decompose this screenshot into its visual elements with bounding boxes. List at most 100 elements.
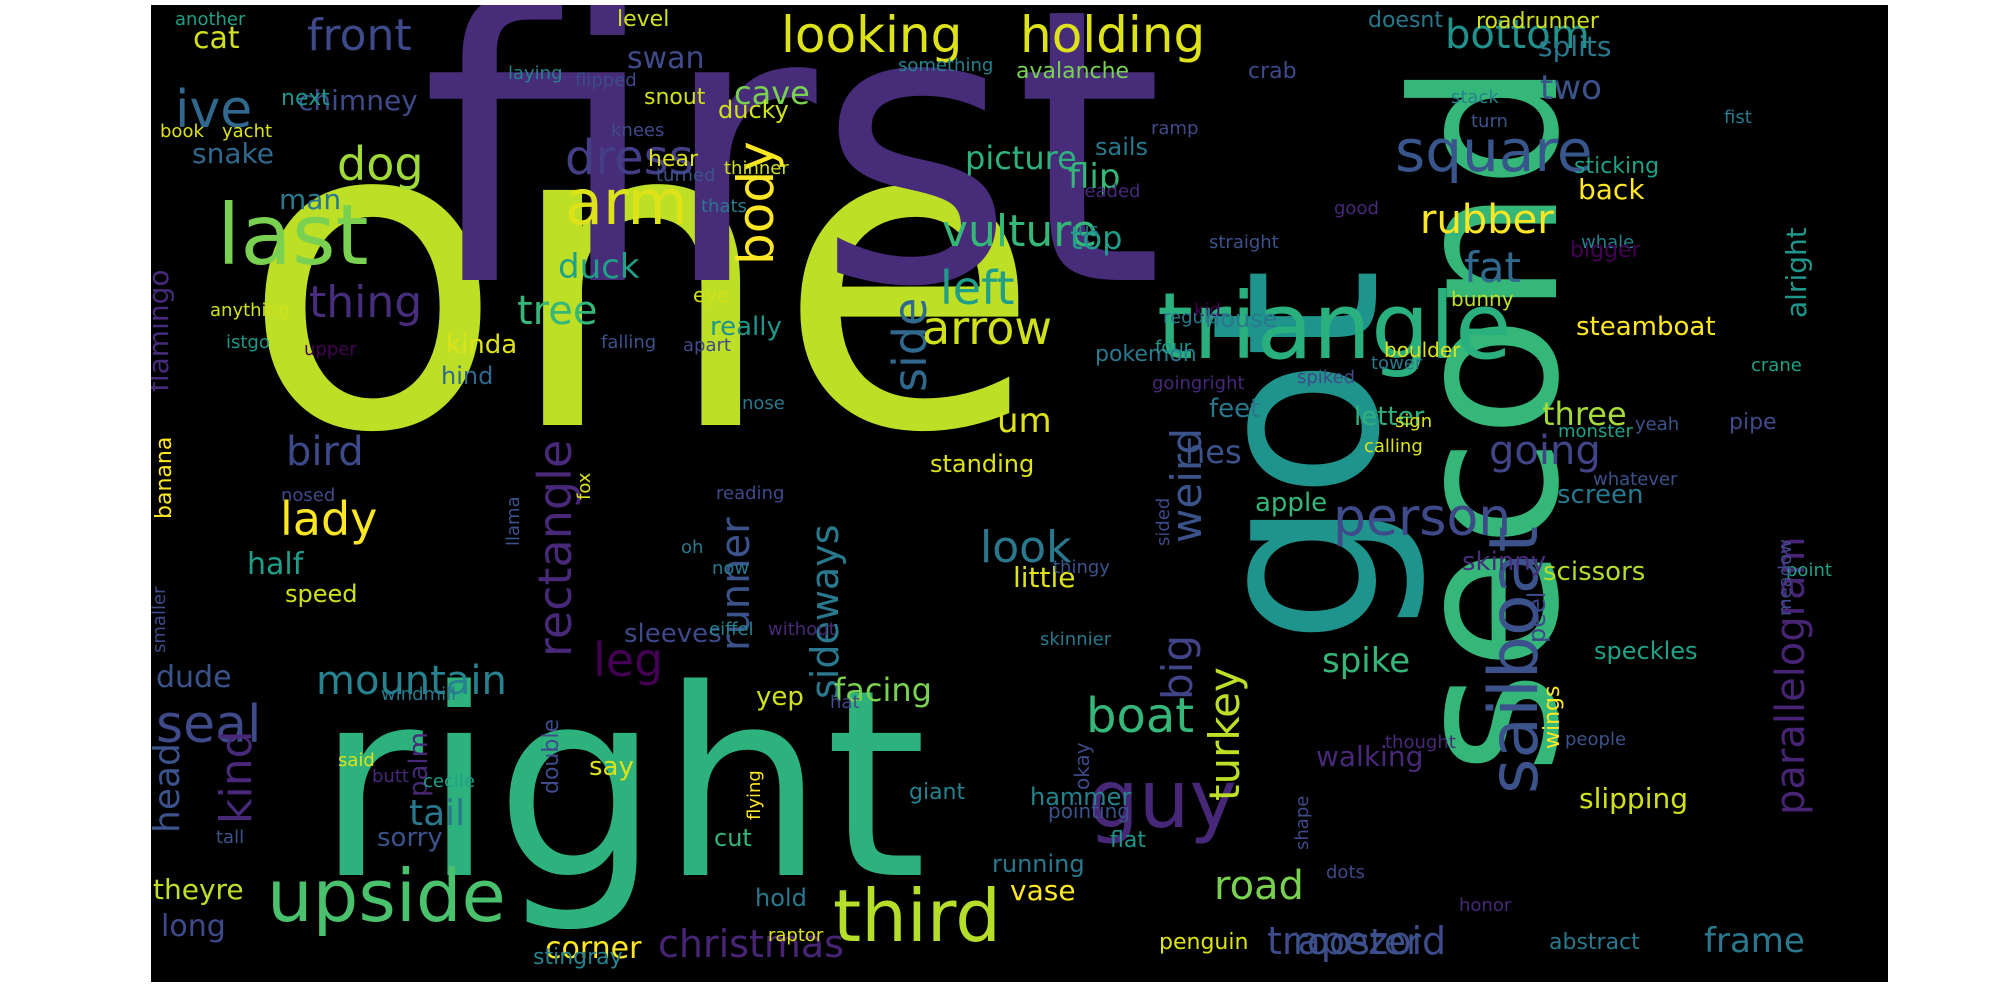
word: um [997,401,1052,441]
word: tower [1371,353,1423,374]
word: one [241,27,1041,527]
word: dots [1326,862,1365,883]
word: second [1371,62,1604,775]
word: triangle [1157,273,1512,380]
word: palm [404,732,434,797]
word: thing [309,277,422,328]
word: apart [683,335,731,356]
word: hes [1185,433,1242,471]
word: people [1565,729,1626,750]
word: flat [1110,828,1146,853]
word: sailboat [1475,526,1554,794]
word: ive [175,80,252,140]
word: book [160,121,204,142]
word: hold [755,884,807,912]
word: holding [1020,6,1205,64]
word: sign [1395,411,1432,432]
word: good [1334,198,1379,219]
word: vase [1010,874,1076,907]
word: regular [1163,307,1228,328]
word: windmill [381,684,456,705]
word: going [1489,428,1601,474]
word: big [1153,635,1202,700]
word: square [1395,117,1593,185]
word: roadrunner [1476,9,1600,34]
word: apple [1255,488,1327,518]
word: mountain [316,658,507,704]
word: kid [1194,300,1221,321]
word: pokemon [1095,342,1197,367]
word: right [316,635,927,937]
word: kind [211,730,262,824]
word: bunny [1451,287,1514,311]
word: facing [834,671,932,709]
word: trapezoid [1267,919,1446,963]
word: kinda [446,330,517,360]
word: fat [1464,243,1521,292]
word: walking [1316,740,1423,773]
word: meadow [1775,539,1796,616]
word: yeah [1635,414,1679,435]
word: doesnt [1368,8,1443,33]
word: giant [909,780,966,805]
word: frame [1704,921,1805,961]
word: runner [713,517,759,651]
word: standing [930,450,1034,478]
word: bigger [1570,238,1642,263]
word: cat [193,21,240,56]
word: half [247,547,305,582]
word: crane [1751,355,1802,376]
word: little [1013,561,1076,594]
word: cave [734,74,810,112]
word: two [1540,68,1602,108]
word: fist [1724,107,1752,128]
word: crab [1248,59,1297,84]
word: thinner [724,158,789,179]
word: sleeves [624,619,722,649]
word: eye [693,283,729,307]
word: straight [1209,232,1279,253]
word: snout [644,85,706,110]
word: guy [1088,753,1237,846]
word: falling [601,332,656,353]
word: sorry [377,823,443,853]
word: christmas [658,922,844,966]
word: anything [210,300,289,321]
word: three [1542,395,1627,433]
word: thought [1385,732,1456,753]
word: lady [280,492,377,546]
word: penguin [1159,930,1248,955]
word: stack [1451,87,1499,108]
word: stingray [533,945,623,970]
word: screen [1557,480,1643,510]
word: theyre [153,873,244,906]
word: first [421,5,1164,370]
word: weird [1162,428,1211,543]
word: ramp [1151,118,1198,139]
word: side [883,298,937,392]
word: speed [285,580,358,608]
word: nose [742,393,785,414]
word-cloud-panel: one first right second got triangle last upside… [151,5,1888,982]
word: arm [565,166,688,239]
word: next [281,86,330,111]
word: something [898,55,993,76]
word: abstract [1549,930,1640,955]
word: hat [830,692,860,713]
word: feet [1209,394,1260,424]
word: man [279,183,341,216]
word: sideways [803,524,847,699]
word: top [1070,219,1122,257]
word: flying [744,770,765,820]
word: rubber [1420,197,1554,243]
word: back [1578,173,1645,206]
word: peel [1523,592,1551,643]
word: smaller [151,586,170,653]
word: whatever [1593,469,1678,490]
word: laying [508,63,563,84]
word: another [175,9,246,30]
word: turkey [1200,667,1249,801]
word: seal [156,695,261,755]
word: sticking [1574,154,1659,179]
